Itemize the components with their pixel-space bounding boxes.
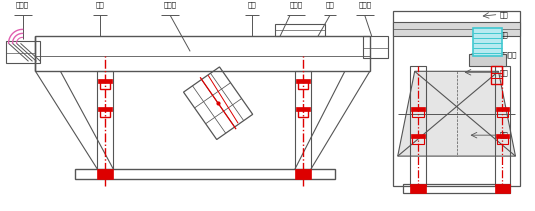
Text: 电机: 电机 <box>325 2 334 8</box>
Bar <box>393 11 521 186</box>
Text: 筛体: 筛体 <box>96 2 105 8</box>
Bar <box>98 107 112 111</box>
Bar <box>295 169 311 179</box>
Text: 筛网: 筛网 <box>500 31 508 38</box>
Text: 底腿: 底腿 <box>500 132 508 138</box>
Bar <box>298 109 308 117</box>
Bar <box>101 109 110 117</box>
Bar <box>412 136 424 144</box>
Polygon shape <box>398 71 515 156</box>
Bar <box>411 107 425 111</box>
Bar <box>296 107 310 111</box>
Bar <box>97 169 113 179</box>
Bar <box>363 36 388 58</box>
Bar <box>75 169 335 179</box>
Bar <box>469 54 507 66</box>
Bar <box>410 184 426 193</box>
Bar <box>393 22 521 36</box>
Bar <box>295 71 311 169</box>
Bar <box>98 79 112 83</box>
Text: 进料口: 进料口 <box>358 2 371 8</box>
Bar <box>412 109 424 117</box>
Bar <box>472 28 502 56</box>
Bar <box>275 24 325 36</box>
Bar <box>403 184 510 193</box>
Text: 出料口: 出料口 <box>16 2 29 8</box>
Bar <box>411 134 425 138</box>
Bar <box>495 134 509 138</box>
Text: 电机座: 电机座 <box>289 2 302 8</box>
Text: 传力板: 传力板 <box>164 2 177 8</box>
Bar <box>296 79 310 83</box>
Bar <box>410 66 426 186</box>
Bar <box>5 41 41 63</box>
Bar <box>494 66 510 186</box>
Bar <box>97 71 113 169</box>
Bar <box>35 36 370 71</box>
Text: 上盖: 上盖 <box>248 2 256 8</box>
Bar <box>298 81 308 89</box>
Text: 筛框: 筛框 <box>500 11 508 18</box>
Text: 弹簧: 弹簧 <box>500 69 508 76</box>
Bar <box>496 109 508 117</box>
Bar <box>101 81 110 89</box>
Bar <box>491 66 502 84</box>
Text: 上弹簧座: 上弹簧座 <box>500 51 517 58</box>
Bar <box>494 184 510 193</box>
Bar <box>496 136 508 144</box>
Bar <box>495 107 509 111</box>
